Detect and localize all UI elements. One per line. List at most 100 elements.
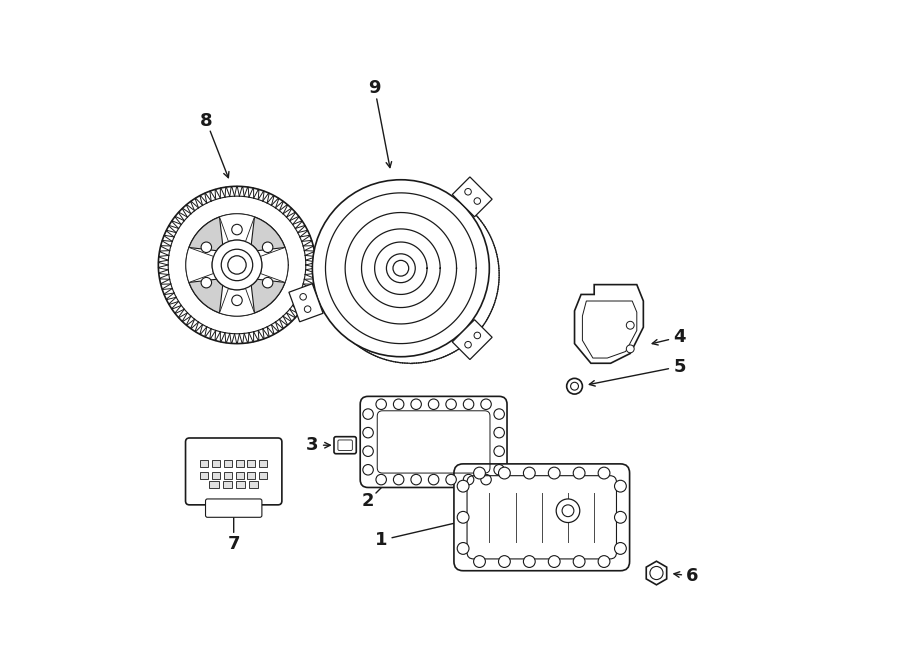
Circle shape xyxy=(263,278,273,288)
Circle shape xyxy=(300,293,306,300)
Circle shape xyxy=(231,224,242,235)
Polygon shape xyxy=(260,247,288,282)
Polygon shape xyxy=(251,279,285,313)
Bar xyxy=(212,460,220,467)
Circle shape xyxy=(363,428,374,438)
Bar xyxy=(259,460,267,467)
FancyBboxPatch shape xyxy=(454,464,630,570)
Circle shape xyxy=(473,556,485,567)
Circle shape xyxy=(473,467,485,479)
FancyBboxPatch shape xyxy=(185,438,282,505)
Bar xyxy=(248,460,256,467)
Circle shape xyxy=(598,467,610,479)
Circle shape xyxy=(474,332,481,338)
Text: 8: 8 xyxy=(200,112,212,130)
Circle shape xyxy=(474,198,481,204)
Circle shape xyxy=(446,475,456,485)
Circle shape xyxy=(221,249,253,281)
Circle shape xyxy=(481,475,491,485)
Circle shape xyxy=(457,512,469,524)
Text: 9: 9 xyxy=(368,79,381,97)
Circle shape xyxy=(457,543,469,555)
Circle shape xyxy=(363,465,374,475)
Circle shape xyxy=(615,512,626,524)
Bar xyxy=(236,481,245,488)
Bar xyxy=(248,472,256,479)
Polygon shape xyxy=(574,285,644,364)
Circle shape xyxy=(168,196,306,334)
Circle shape xyxy=(567,378,582,394)
Circle shape xyxy=(376,475,386,485)
Circle shape xyxy=(556,499,580,523)
Circle shape xyxy=(428,475,439,485)
Circle shape xyxy=(571,382,579,390)
Circle shape xyxy=(615,543,626,555)
Bar xyxy=(236,460,244,467)
Circle shape xyxy=(393,475,404,485)
FancyBboxPatch shape xyxy=(360,397,507,487)
Circle shape xyxy=(212,240,262,290)
Polygon shape xyxy=(220,288,255,316)
Circle shape xyxy=(494,446,504,457)
Bar xyxy=(210,481,219,488)
Text: 4: 4 xyxy=(673,328,686,346)
Circle shape xyxy=(548,467,560,479)
Text: 5: 5 xyxy=(673,358,686,375)
Bar xyxy=(212,472,220,479)
Text: 6: 6 xyxy=(687,567,698,585)
Bar xyxy=(222,481,231,488)
Circle shape xyxy=(494,408,504,419)
Circle shape xyxy=(524,556,536,567)
Circle shape xyxy=(393,399,404,409)
Circle shape xyxy=(411,475,421,485)
Text: 7: 7 xyxy=(228,535,240,553)
Circle shape xyxy=(562,505,574,517)
Circle shape xyxy=(499,467,510,479)
Polygon shape xyxy=(220,214,255,241)
Circle shape xyxy=(201,278,212,288)
Circle shape xyxy=(363,408,374,419)
Circle shape xyxy=(573,556,585,567)
Circle shape xyxy=(464,475,473,485)
Bar xyxy=(201,460,208,467)
FancyBboxPatch shape xyxy=(334,437,356,453)
Circle shape xyxy=(464,188,472,195)
Bar xyxy=(236,472,244,479)
Bar xyxy=(259,472,267,479)
Circle shape xyxy=(428,399,439,409)
Circle shape xyxy=(312,180,490,357)
Bar xyxy=(224,472,231,479)
Circle shape xyxy=(376,399,386,409)
Circle shape xyxy=(494,465,504,475)
Bar xyxy=(224,460,231,467)
Polygon shape xyxy=(189,217,222,251)
Circle shape xyxy=(626,345,634,353)
Polygon shape xyxy=(646,561,667,585)
Polygon shape xyxy=(186,247,213,282)
Text: 3: 3 xyxy=(306,436,319,454)
Circle shape xyxy=(201,242,212,253)
Circle shape xyxy=(524,467,536,479)
Circle shape xyxy=(481,399,491,409)
Circle shape xyxy=(304,306,310,313)
Text: 1: 1 xyxy=(375,531,387,549)
Circle shape xyxy=(464,342,472,348)
Polygon shape xyxy=(453,320,492,360)
Polygon shape xyxy=(189,279,222,313)
Circle shape xyxy=(494,428,504,438)
Circle shape xyxy=(598,556,610,567)
Polygon shape xyxy=(251,217,285,251)
Circle shape xyxy=(363,446,374,457)
Circle shape xyxy=(411,399,421,409)
Circle shape xyxy=(228,256,247,274)
Circle shape xyxy=(457,481,469,492)
Circle shape xyxy=(573,467,585,479)
Bar xyxy=(248,481,258,488)
Bar xyxy=(201,472,208,479)
Circle shape xyxy=(393,260,409,276)
Circle shape xyxy=(499,556,510,567)
Circle shape xyxy=(386,254,415,283)
Circle shape xyxy=(263,242,273,253)
FancyBboxPatch shape xyxy=(205,499,262,518)
Polygon shape xyxy=(453,177,492,217)
